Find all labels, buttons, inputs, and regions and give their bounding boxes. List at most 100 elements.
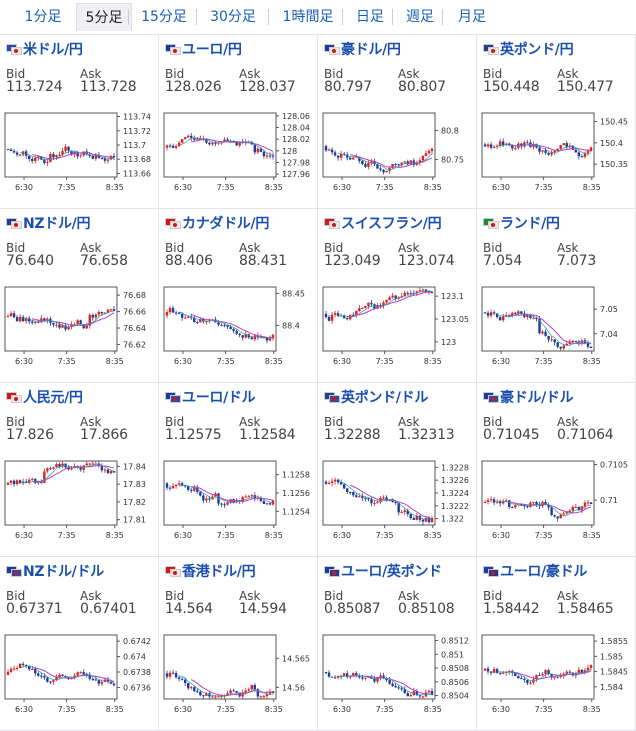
candle-body (379, 498, 382, 503)
price-chart[interactable]: 17.84 17.83 17.82 17.81 6:30 7:35 8:35 (3, 457, 157, 543)
pair-title[interactable]: 香港ドル/円 (165, 561, 256, 580)
rate-card[interactable]: ユーロ/円 Bid 128.026 Ask 128.037 128.06 128.04 128… (159, 35, 318, 209)
rate-card[interactable]: 人民元/円 Bid 17.826 Ask 17.866 17.84 17.83 17.82 17… (0, 383, 159, 557)
tab-5[interactable]: 日足 (356, 9, 384, 25)
tab-1[interactable]: 5分足 (76, 3, 132, 31)
price-chart[interactable]: 128.06 128.04 128.02 128 127.98 127.96 6:30 7:3… (162, 109, 316, 195)
x-tick-label: 7:35 (535, 705, 553, 714)
tab-3[interactable]: 30分足 (210, 9, 256, 25)
candle-body (586, 502, 590, 504)
tab-2[interactable]: 15分足 (141, 9, 187, 25)
price-chart[interactable]: 1.5855 1.585 1.5845 1.584 6:30 7:35 8:35 (480, 631, 634, 717)
tab-7[interactable]: 月足 (458, 9, 486, 25)
candle-body (187, 486, 190, 490)
short-moving-average-line (497, 500, 592, 516)
price-chart[interactable]: 0.8512 0.851 0.8508 0.8506 0.8504 6:30 7:35 8:3… (321, 631, 475, 717)
pair-name: カナダドル/円 (182, 216, 270, 232)
pair-title[interactable]: 米ドル/円 (6, 39, 83, 58)
candle-body (391, 295, 394, 298)
pair-name: NZドル/円 (23, 216, 91, 232)
x-tick-label: 8:35 (583, 705, 601, 714)
x-tick-label: 8:35 (583, 357, 601, 366)
rate-card[interactable]: NZドル/円 Bid 76.640 Ask 76.658 76.68 76.66 76.64 7… (0, 209, 159, 383)
pair-title[interactable]: 豪ドル/円 (324, 39, 401, 58)
rate-card[interactable]: ユーロ/豪ドル Bid 1.58442 Ask 1.58465 1.5855 1.585 1.… (477, 557, 636, 731)
candle-body (15, 667, 19, 669)
candle-body (526, 142, 529, 144)
pair-title[interactable]: ユーロ/英ポンド (324, 561, 442, 580)
candle-body (373, 304, 376, 309)
price-chart[interactable]: 0.6742 0.674 0.6738 0.6736 6:30 7:35 8:35 (3, 631, 157, 717)
rate-card[interactable]: スイスフラン/円 Bid 123.049 Ask 123.074 123.1 123.05 1… (318, 209, 477, 383)
candle-body (49, 468, 52, 470)
candle-body (553, 515, 556, 517)
rate-card[interactable]: 米ドル/円 Bid 113.724 Ask 113.728 113.74 113.72 113… (0, 35, 159, 209)
rate-card[interactable]: 豪ドル/ドル Bid 0.71045 Ask 0.71064 0.7105 0.71 6:30… (477, 383, 636, 557)
pair-title[interactable]: カナダドル/円 (165, 213, 270, 232)
candle-body (330, 676, 334, 678)
candle-body (370, 161, 373, 163)
candle-body (424, 153, 428, 156)
rate-card[interactable]: ランド/円 Bid 7.054 Ask 7.073 7.05 7.04 6:30 7:35 8:3… (477, 209, 636, 383)
pair-title[interactable]: ユーロ/円 (165, 39, 242, 58)
candle-body (547, 504, 550, 508)
pair-title[interactable]: ランド/円 (483, 213, 560, 232)
pair-title[interactable]: 豪ドル/ドル (483, 387, 574, 406)
candle-body (193, 487, 196, 491)
rate-card[interactable]: 英ポンド/ドル Bid 1.32288 Ask 1.32313 1.3228 1.3226 1… (318, 383, 477, 557)
bid-label: Bid (324, 589, 344, 603)
moving-average-line (32, 152, 115, 160)
pair-title[interactable]: ユーロ/豪ドル (483, 561, 587, 580)
x-tick-label: 8:35 (424, 357, 442, 366)
price-chart[interactable]: 14.565 14.56 6:30 7:35 8:35 (162, 631, 316, 717)
tab-6[interactable]: 週足 (406, 9, 434, 25)
pair-title[interactable]: ユーロ/ドル (165, 387, 256, 406)
price-chart[interactable]: 7.05 7.04 6:30 7:35 8:35 (480, 283, 634, 369)
rate-card[interactable]: カナダドル/円 Bid 88.406 Ask 88.431 88.45 88.4 6:30 7:… (159, 209, 318, 383)
pair-title[interactable]: 英ポンド/円 (483, 39, 574, 58)
candle-body (220, 324, 223, 326)
x-tick-label: 7:35 (217, 183, 235, 192)
candle-body (58, 324, 61, 328)
price-chart[interactable]: 80.8 80.75 6:30 7:35 8:35 (321, 109, 475, 195)
rate-card[interactable]: 英ポンド/円 Bid 150.448 Ask 150.477 150.45 150.4 150… (477, 35, 636, 209)
candle-body (358, 496, 361, 498)
rate-card[interactable]: ユーロ/ドル Bid 1.12575 Ask 1.12584 1.1258 1.1256 1.… (159, 383, 318, 557)
price-chart[interactable]: 1.1258 1.1256 1.1254 6:30 7:35 8:35 (162, 457, 316, 543)
candle-body (352, 314, 355, 316)
pair-title[interactable]: 英ポンド/ドル (324, 387, 428, 406)
ask-value: 0.85108 (398, 601, 455, 617)
rate-card[interactable]: NZドル/ドル Bid 0.67371 Ask 0.67401 0.6742 0.674 0.… (0, 557, 159, 731)
rate-card[interactable]: 香港ドル/円 Bid 14.564 Ask 14.594 14.565 14.56 6:30 7… (159, 557, 318, 731)
y-tick-label: 0.8512 (441, 637, 469, 646)
pair-title[interactable]: NZドル/円 (6, 213, 91, 232)
candle-body (550, 507, 553, 516)
price-chart[interactable]: 113.74 113.72 113.7 113.68 113.66 6:30 7:35 8:3… (3, 109, 157, 195)
candle-body (385, 678, 388, 681)
tab-0[interactable]: 1分足 (24, 9, 62, 25)
price-chart[interactable]: 88.45 88.4 6:30 7:35 8:35 (162, 283, 316, 369)
candle-body (355, 673, 358, 676)
rate-card[interactable]: 豪ドル/円 Bid 80.797 Ask 80.807 80.8 80.75 6:30 7:35… (318, 35, 477, 209)
price-chart[interactable]: 76.68 76.66 76.64 76.62 6:30 7:35 8:35 (3, 283, 157, 369)
bid-label: Bid (324, 415, 344, 429)
candle-body (165, 145, 169, 148)
candle-body (418, 160, 422, 163)
candle-body (235, 500, 238, 503)
pair-title[interactable]: NZドル/ドル (6, 561, 104, 580)
price-chart[interactable]: 123.1 123.05 123 6:30 7:35 8:35 (321, 283, 475, 369)
candle-body (565, 671, 568, 674)
candle-body (31, 478, 34, 480)
rate-card[interactable]: ユーロ/英ポンド Bid 0.85087 Ask 0.85108 0.8512 0.851 0… (318, 557, 477, 731)
price-chart[interactable]: 0.7105 0.71 6:30 7:35 8:35 (480, 457, 634, 543)
pair-title[interactable]: スイスフラン/円 (324, 213, 442, 232)
candle-body (532, 317, 535, 319)
pair-title[interactable]: 人民元/円 (6, 387, 83, 406)
candle-body (265, 337, 269, 341)
price-chart[interactable]: 1.3228 1.3226 1.3224 1.3222 1.322 6:30 7:35 8:3… (321, 457, 475, 543)
candle-body (94, 154, 98, 159)
price-chart[interactable]: 150.45 150.4 150.35 6:30 7:35 8:35 (480, 109, 634, 195)
x-tick-label: 7:35 (535, 357, 553, 366)
tab-4[interactable]: 1時間足 (282, 9, 334, 25)
candle-body (37, 673, 40, 676)
